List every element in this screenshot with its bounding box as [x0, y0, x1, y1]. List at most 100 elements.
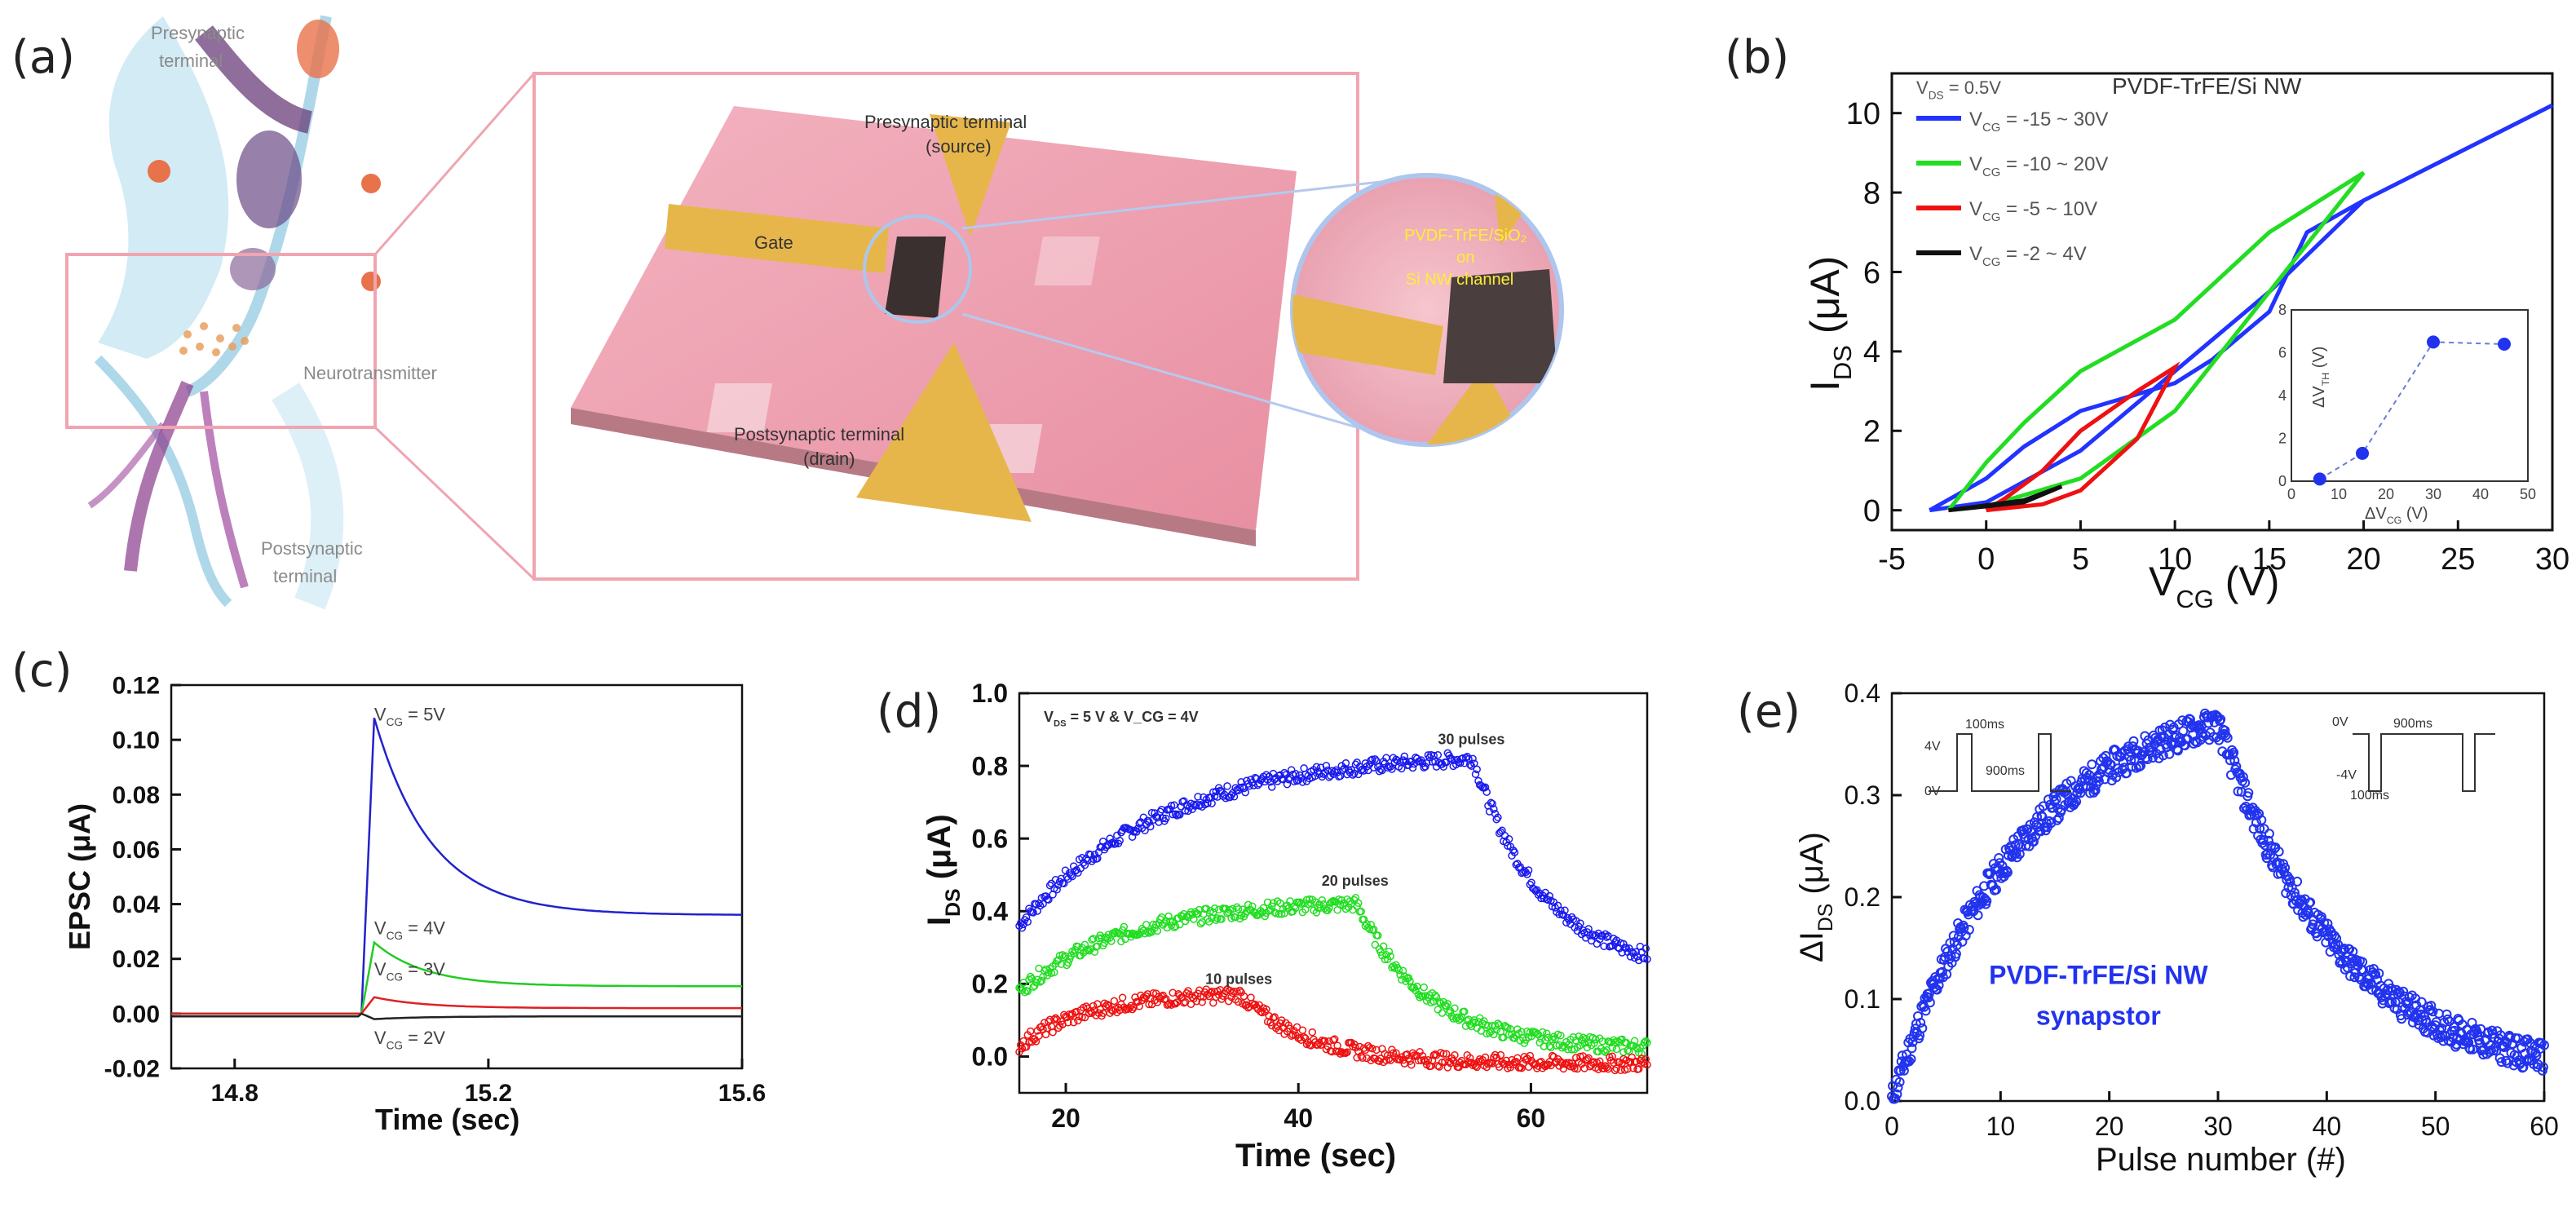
zoom-text-line2: on — [1456, 249, 1474, 267]
delta-ids-series — [1887, 708, 2549, 1104]
y-tick-label: 0.1 — [1845, 984, 1880, 1014]
pulse-point — [1143, 927, 1152, 936]
y-tick-label: 2 — [1863, 415, 1880, 449]
delta-ids-point — [2233, 786, 2243, 797]
pulse-inset-right-off: 900ms — [2393, 717, 2432, 731]
pulse-point — [1596, 1057, 1604, 1066]
delta-ids-point — [2331, 933, 2342, 944]
delta-ids-point — [2305, 897, 2316, 908]
pulse-point — [1045, 895, 1053, 904]
y-tick-label: 0.12 — [113, 673, 160, 700]
pulse-point — [1314, 1041, 1322, 1049]
svg-text:PVDF-TrFE/SiO₂ on: PVDF-TrFE/SiO₂ on Si NW channel — [1404, 227, 1531, 289]
y-tick-label: 0.2 — [1845, 882, 1880, 912]
delta-ids-point — [1973, 910, 1983, 921]
pulse-point — [1312, 909, 1321, 917]
delta-ids-point — [2052, 815, 2062, 825]
pulse-point — [1469, 1018, 1477, 1027]
pulse-point — [1473, 1063, 1481, 1072]
pulse-point — [1270, 908, 1279, 917]
delta-ids-point — [2089, 785, 2100, 795]
pulse-point — [1198, 997, 1206, 1006]
inset-y-tick-label: 2 — [2278, 431, 2287, 447]
pulse-point — [1641, 1055, 1650, 1063]
pulse-point — [1128, 1005, 1137, 1014]
pulse-point — [1161, 814, 1170, 823]
pulse-point — [1461, 1022, 1470, 1030]
pulse-point — [1641, 1037, 1650, 1046]
delta-ids-point — [2501, 1055, 2512, 1066]
x-tick-label: 40 — [2313, 1112, 2342, 1141]
pulse-point — [1576, 1052, 1584, 1061]
delta-ids-point — [2146, 747, 2157, 758]
annotation-line1: PVDF-TrFE/Si NW — [1989, 960, 2208, 989]
pulse-point — [1147, 822, 1155, 831]
series-line-3 — [1948, 484, 2063, 513]
pulse-point — [1217, 915, 1226, 923]
delta-ids-point — [2164, 749, 2175, 759]
label-postsynaptic-terminal: Postsynaptic terminal — [261, 538, 368, 586]
x-tick-label: 30 — [2203, 1112, 2233, 1141]
pulse-point — [1354, 899, 1363, 908]
delta-ids-point — [2349, 972, 2360, 983]
delta-ids-point — [2478, 1050, 2489, 1060]
pulse-point — [1509, 846, 1518, 855]
pulse-point — [1584, 1054, 1593, 1062]
pulse-inset-left-on: 100ms — [1965, 718, 2004, 732]
pulse-point — [1275, 909, 1284, 918]
pulse-point — [1606, 1037, 1614, 1046]
delta-ids-point — [2348, 946, 2358, 957]
delta-ids-point — [2386, 983, 2397, 993]
pulse-point — [1200, 993, 1208, 1001]
pulse-point — [1145, 818, 1153, 826]
pulse-point — [1022, 913, 1031, 922]
pulse-point — [1643, 1038, 1651, 1047]
panel-label-a: (a) — [11, 31, 76, 84]
pulse-point — [1035, 1032, 1043, 1040]
delta-ids-point — [2358, 965, 2369, 975]
pulse-point — [1379, 942, 1388, 951]
pulse-point — [1089, 935, 1098, 943]
pulse-point — [1283, 780, 1292, 789]
y-tick-label: 0.6 — [972, 824, 1008, 853]
label-gate: Gate — [754, 232, 793, 253]
pulse-point — [1171, 810, 1180, 819]
pulse-point — [1280, 768, 1288, 777]
pulse-point — [1195, 905, 1204, 914]
panel-label-c: (c) — [11, 644, 73, 697]
pulse-point — [1102, 1002, 1110, 1010]
pulse-point — [1053, 1015, 1061, 1024]
delta-ids-point — [2401, 998, 2412, 1009]
pulse-inset-left-high: 4V — [1924, 740, 1941, 754]
pulse-point — [1522, 1055, 1530, 1064]
label-neurotransmitter: Neurotransmitter — [303, 363, 437, 383]
pulse-point — [1060, 879, 1068, 887]
delta-ids-point — [2227, 745, 2238, 755]
pulse-point — [1571, 1064, 1579, 1072]
pulse-point — [1368, 1044, 1376, 1053]
pulse-point — [1082, 946, 1090, 955]
delta-ids-point — [1964, 925, 1974, 935]
chart-d-ids-pulses: 20 40 60 0.0 0.2 0.4 0.6 0.8 1.0 30 pulses 20 puls… — [921, 679, 1651, 1174]
pulse-point — [1569, 1062, 1578, 1071]
pulse-point — [1339, 766, 1347, 774]
delta-ids-point — [2136, 760, 2146, 771]
delta-ids-point — [2259, 824, 2269, 834]
pulse-point — [1120, 922, 1129, 931]
delta-ids-point — [2013, 839, 2024, 850]
delta-ids-point — [2444, 1016, 2454, 1027]
delta-ids-point — [2256, 815, 2267, 825]
pulse-point — [1176, 920, 1184, 929]
pulse-point — [1394, 966, 1403, 975]
synapse-device-illustration: Presynaptic terminal Neurotransmitter Po… — [65, 15, 1564, 610]
pulse-point — [1488, 799, 1496, 808]
pulse-point — [1288, 1031, 1297, 1039]
pulse-point — [1545, 891, 1553, 900]
pulse-point — [1336, 772, 1345, 780]
delta-ids-point — [2264, 829, 2274, 839]
label-presynaptic-terminal: Presynaptic terminal — [151, 23, 250, 71]
inset-x-tick-label: 40 — [2472, 486, 2489, 502]
pulse-point — [1153, 926, 1162, 935]
pulse-point — [1512, 1057, 1520, 1066]
inset-point-1 — [2356, 446, 2369, 460]
